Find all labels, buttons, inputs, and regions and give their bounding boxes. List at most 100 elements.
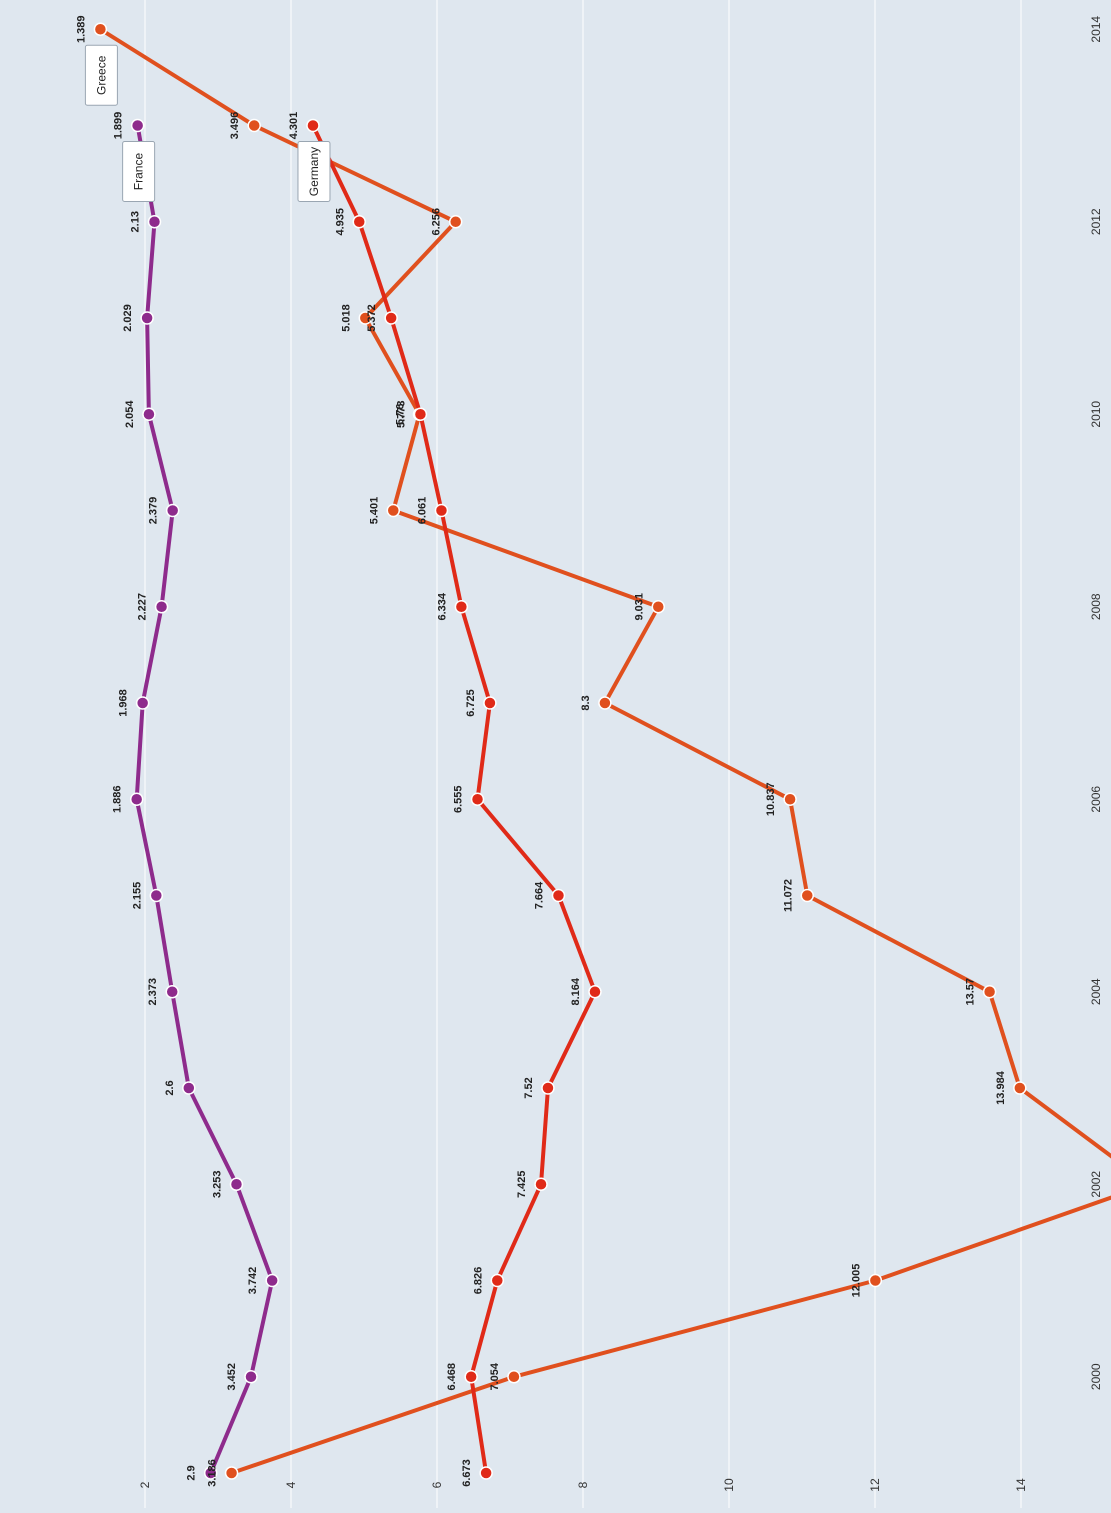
data-label-greece: 7.054 xyxy=(489,1362,501,1390)
data-point-france xyxy=(147,215,162,229)
callout-label: Germany xyxy=(307,147,321,196)
data-point-france xyxy=(229,1177,244,1191)
year-tick-label: 2006 xyxy=(1089,786,1103,813)
data-label-germany: 6.555 xyxy=(453,785,465,813)
data-point-germany xyxy=(384,311,398,325)
callout-box xyxy=(297,141,331,202)
y-axis-ticks: 2 4 6 8 10 12 14 xyxy=(138,1478,1028,1492)
data-label-greece: 10.837 xyxy=(765,782,777,816)
data-label-germany: 5.773 xyxy=(395,400,407,428)
data-label-greece: 3.186 xyxy=(207,1459,219,1487)
data-point-greece xyxy=(598,696,612,710)
callout-label: France xyxy=(132,153,146,191)
data-point-germany xyxy=(434,503,449,518)
data-point-france xyxy=(182,1081,196,1095)
data-label-greece: 13.984 xyxy=(995,1070,1007,1105)
callout-box xyxy=(84,44,118,106)
x-axis-ticks: 2000 2002 2004 2006 2008 2010 2012 2014 xyxy=(1089,16,1103,1391)
year-tick-label: 2010 xyxy=(1089,401,1103,428)
data-label-germany: 6.061 xyxy=(416,497,428,525)
year-tick-label: 2014 xyxy=(1089,16,1103,43)
data-label-germany: 7.425 xyxy=(516,1170,528,1198)
data-point-germany xyxy=(551,888,566,903)
data-label-germany: 6.725 xyxy=(465,689,477,717)
series xyxy=(93,22,1111,1480)
data-label-germany: 4.301 xyxy=(288,112,300,140)
data-point-germany xyxy=(534,1177,548,1191)
data-point-greece xyxy=(358,311,373,325)
data-label-greece: 5.76 xyxy=(394,404,406,425)
data-point-france xyxy=(142,407,156,421)
data-point-germany xyxy=(413,407,428,421)
year-tick-label: 2008 xyxy=(1089,593,1103,620)
data-label-france: 1.968 xyxy=(118,689,130,717)
data-label-greece: 11.072 xyxy=(782,879,794,912)
year-tick-label: 2000 xyxy=(1089,1363,1103,1390)
data-label-greece: 13.57 xyxy=(965,978,977,1006)
data-point-germany xyxy=(470,792,485,806)
data-label-greece: 5.018 xyxy=(340,304,352,332)
data-point-germany xyxy=(454,600,469,614)
data-label-france: 3.452 xyxy=(226,1363,238,1391)
data-label-greece: 8.3 xyxy=(580,695,592,710)
grid xyxy=(144,0,1022,1508)
data-label-france: 2.227 xyxy=(137,593,149,621)
data-point-greece xyxy=(982,985,997,999)
data-point-greece xyxy=(868,1273,883,1288)
year-tick-label: 2004 xyxy=(1089,978,1103,1005)
data-label-germany: 6.673 xyxy=(461,1459,473,1487)
data-label-france: 2.155 xyxy=(131,882,143,910)
value-tick-label: 14 xyxy=(1014,1478,1028,1492)
data-point-france xyxy=(149,888,164,903)
callout-box xyxy=(122,141,156,202)
data-label-greece: 1.389 xyxy=(75,15,87,43)
data-point-france xyxy=(203,1466,218,1480)
data-label-germany: 7.664 xyxy=(533,881,545,909)
data-point-germany xyxy=(352,215,367,229)
data-point-france xyxy=(129,792,144,806)
value-tick-label: 10 xyxy=(722,1478,736,1492)
data-point-germany xyxy=(479,1466,493,1480)
data-label-germany: 6.334 xyxy=(436,592,448,620)
data-point-france xyxy=(135,696,150,710)
data-point-germany xyxy=(490,1273,505,1288)
data-point-germany xyxy=(464,1370,478,1384)
data-point-germany xyxy=(588,985,602,999)
data-point-greece xyxy=(247,118,261,133)
data-label-germany: 6.826 xyxy=(472,1267,484,1295)
data-labels: 3.1867.05412.00515.75213.98413.5711.0721… xyxy=(75,15,1007,1487)
value-tick-label: 12 xyxy=(868,1478,882,1492)
data-label-france: 2.13 xyxy=(129,211,141,232)
data-point-germany xyxy=(483,696,497,710)
data-label-germany: 4.935 xyxy=(334,208,346,236)
data-point-greece xyxy=(507,1370,521,1384)
data-label-france: 2.054 xyxy=(124,400,136,428)
data-label-france: 2.6 xyxy=(164,1080,176,1095)
data-point-greece xyxy=(386,503,401,518)
data-label-germany: 7.52 xyxy=(523,1077,535,1098)
data-point-france xyxy=(154,600,169,614)
data-point-france xyxy=(140,311,154,325)
year-tick-label: 2012 xyxy=(1089,208,1103,235)
data-label-greece: 9.031 xyxy=(633,593,645,621)
data-label-france: 2.373 xyxy=(147,978,159,1006)
data-label-greece: 3.496 xyxy=(229,112,241,140)
data-point-greece xyxy=(448,215,463,229)
data-point-greece xyxy=(800,888,815,903)
data-point-greece xyxy=(1013,1081,1027,1095)
data-point-france xyxy=(130,118,145,133)
data-point-greece xyxy=(93,22,108,36)
data-label-germany: 6.468 xyxy=(446,1363,458,1391)
series-line-greece xyxy=(99,27,1111,1475)
data-point-france xyxy=(165,985,179,999)
data-point-france xyxy=(244,1370,258,1384)
data-label-greece: 5.401 xyxy=(368,497,380,525)
series-callouts: Greece Germany France xyxy=(84,44,331,202)
data-label-germany: 8.164 xyxy=(570,977,582,1005)
data-label-france: 2.379 xyxy=(148,497,160,525)
data-point-greece xyxy=(651,600,666,614)
series-callout-greece: Greece xyxy=(84,44,118,106)
data-label-france: 3.742 xyxy=(247,1267,259,1295)
callout-label: Greece xyxy=(94,55,108,95)
